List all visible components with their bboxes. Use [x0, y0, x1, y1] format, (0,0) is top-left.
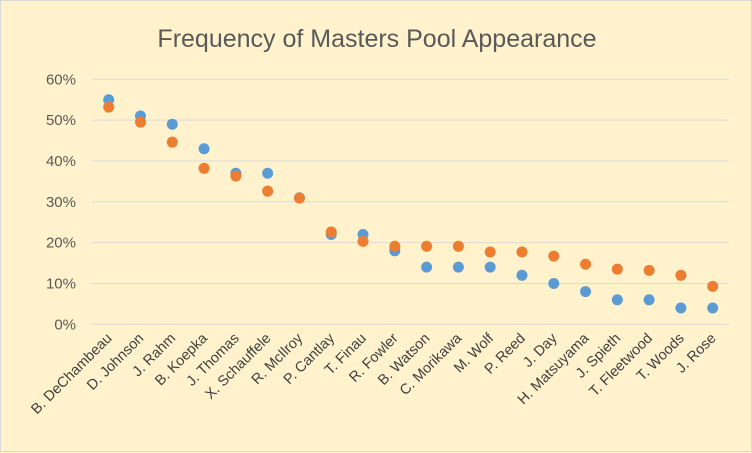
- data-point-series-2: [325, 226, 337, 238]
- data-point-series-2: [262, 185, 274, 197]
- data-point-series-1: [643, 294, 655, 306]
- y-tick-label: 10%: [46, 275, 76, 292]
- data-point-series-2: [134, 116, 146, 128]
- data-point-series-1: [516, 269, 528, 281]
- data-point-series-1: [707, 302, 719, 314]
- data-point-series-1: [611, 294, 623, 306]
- data-point-series-2: [484, 246, 496, 258]
- data-point-series-2: [675, 269, 687, 281]
- chart-title: Frequency of Masters Pool Appearance: [157, 25, 596, 53]
- data-point-series-2: [389, 240, 401, 252]
- data-point-series-1: [198, 143, 210, 155]
- data-point-series-2: [548, 250, 560, 262]
- data-point-series-1: [484, 261, 496, 273]
- data-point-series-2: [643, 264, 655, 276]
- y-tick-label: 60%: [46, 71, 76, 88]
- data-point-series-2: [452, 240, 464, 252]
- data-point-series-1: [548, 277, 560, 289]
- y-tick-label: 0%: [54, 316, 76, 333]
- data-point-series-1: [452, 261, 464, 273]
- data-point-series-1: [262, 167, 274, 179]
- y-tick-label: 30%: [46, 194, 76, 211]
- data-point-series-1: [675, 302, 687, 314]
- data-point-series-2: [516, 246, 528, 258]
- data-point-series-2: [103, 101, 115, 113]
- y-tick-label: 20%: [46, 235, 76, 252]
- data-point-series-1: [421, 261, 433, 273]
- data-point-series-2: [707, 280, 719, 292]
- data-point-series-2: [166, 136, 178, 148]
- y-tick-label: 40%: [46, 153, 76, 170]
- data-point-series-2: [611, 263, 623, 275]
- data-point-series-2: [198, 162, 210, 174]
- data-point-series-1: [580, 286, 592, 298]
- data-point-series-2: [230, 170, 242, 182]
- data-point-series-1: [166, 118, 178, 130]
- data-point-series-2: [580, 258, 592, 270]
- data-point-series-2: [357, 235, 369, 247]
- data-point-series-2: [421, 240, 433, 252]
- y-tick-label: 50%: [46, 112, 76, 129]
- data-point-series-2: [293, 192, 305, 204]
